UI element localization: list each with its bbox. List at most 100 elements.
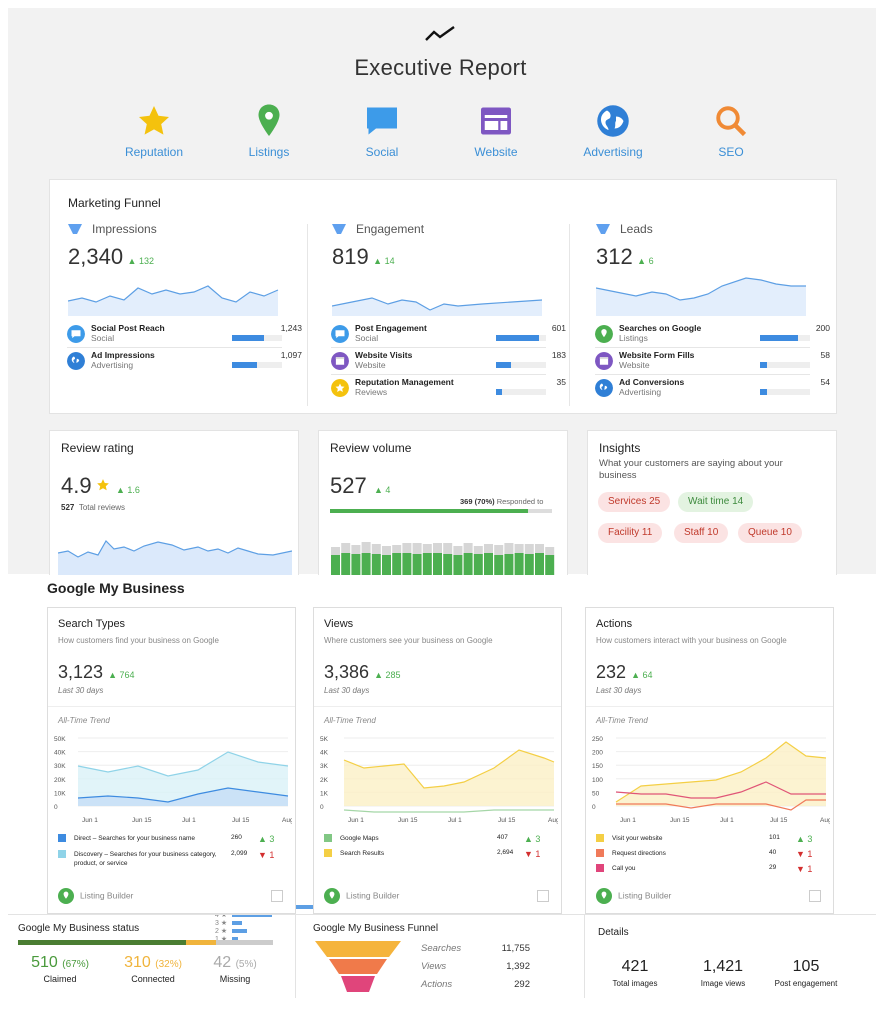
legend-delta-value: 3 xyxy=(535,834,541,844)
funnel-metric-row[interactable]: Ad Impressions Advertising 1,097 xyxy=(67,350,317,376)
missing-stat: 42 (5%) Missing xyxy=(190,954,280,984)
claimed-label: Claimed xyxy=(43,974,77,984)
metric-bar-fill xyxy=(496,389,502,395)
external-link-icon[interactable] xyxy=(537,890,549,902)
gmb-title: Google My Business xyxy=(47,580,185,596)
metric-value: 1,243 xyxy=(280,323,302,333)
gmb-card-delta-value: 64 xyxy=(642,670,653,680)
insight-chip[interactable]: Queue 10 xyxy=(738,523,802,543)
card-title: Insights xyxy=(599,441,641,455)
volume-bar-responded xyxy=(473,554,483,575)
y-tick: 200 xyxy=(592,750,603,757)
x-tick: Jul 1 xyxy=(448,817,462,824)
funnel-metric-row[interactable]: Post Engagement Social 601 xyxy=(331,323,581,349)
funnel-metric-row[interactable]: Social Post Reach Social 1,243 xyxy=(67,323,317,349)
legend-value: 40 xyxy=(769,849,777,856)
nav-reputation[interactable]: Reputation xyxy=(99,103,209,159)
funnel-segment-actions xyxy=(341,976,375,992)
gmb-trend-chart: 250 200 150 100 50 0 Jun 1 Jun 15 Jul 1 Jul 15 Aug… xyxy=(592,736,830,824)
metric-source: Website xyxy=(355,360,386,370)
funnel-metric-row[interactable]: Reputation Management Reviews 35 xyxy=(331,377,581,403)
rating-trend-chart xyxy=(58,540,292,575)
funnel-metric-row[interactable]: Website Visits Website 183 xyxy=(331,350,581,376)
x-tick: Jun 1 xyxy=(348,817,364,824)
star-distribution-bar xyxy=(232,921,242,925)
star-distribution-bar xyxy=(232,913,272,917)
volume-bar-total xyxy=(412,543,422,554)
insight-chip[interactable]: Facility 11 xyxy=(598,523,663,543)
external-link-icon[interactable] xyxy=(271,890,283,902)
listing-builder-link[interactable]: Listing Builder xyxy=(596,888,671,904)
star-glyph-icon: ★ xyxy=(220,920,228,927)
location-pin-icon xyxy=(596,888,612,904)
insight-chip[interactable]: Staff 10 xyxy=(674,523,729,543)
total-reviews-value: 527 xyxy=(61,503,75,512)
legend-delta-value: 1 xyxy=(535,849,541,859)
funnel-label-searches: Searches xyxy=(421,943,462,954)
volume-delta: ▲ 4 xyxy=(374,485,391,495)
star-icon xyxy=(139,106,169,135)
divider xyxy=(295,914,296,998)
listing-builder-link[interactable]: Listing Builder xyxy=(58,888,133,904)
series-line xyxy=(343,749,555,789)
trend-label: All-Time Trend xyxy=(324,716,376,725)
y-tick: 30K xyxy=(54,763,66,770)
funnel-metric-row[interactable]: Ad Conversions Advertising 54 xyxy=(595,377,845,403)
x-tick: Aug 1 xyxy=(548,817,558,824)
connected-value: 310 xyxy=(124,954,151,971)
total-reviews: 527 Total reviews xyxy=(61,503,125,512)
detail-value: 1,421 xyxy=(702,958,744,975)
y-tick: 5K xyxy=(320,736,329,743)
gmb-card-title: Views xyxy=(324,618,354,630)
period-label: Last 30 days xyxy=(58,686,104,695)
funnel-value-searches: 11,755 xyxy=(501,943,530,954)
metric-source: Advertising xyxy=(619,387,662,397)
nav-advertising[interactable]: Advertising xyxy=(558,103,668,159)
responded-pct: (70%) xyxy=(474,497,495,506)
legend-swatch xyxy=(58,850,66,858)
y-tick: 0 xyxy=(320,804,324,811)
y-tick: 1K xyxy=(320,790,329,797)
funnel-segment-searches xyxy=(315,941,401,957)
star-distribution-row: 2 ★ xyxy=(215,927,345,935)
claimed-value: 510 xyxy=(31,954,58,971)
external-link-icon[interactable] xyxy=(809,890,821,902)
volume-bar-responded xyxy=(514,553,524,575)
star-level: 3 xyxy=(215,920,219,927)
metric-label: Ad Conversions xyxy=(619,377,685,387)
magnifier-icon xyxy=(716,106,747,137)
volume-bar-responded xyxy=(504,554,514,575)
nav-listings[interactable]: Listings xyxy=(214,103,324,159)
divider xyxy=(8,914,876,915)
nav-seo[interactable]: SEO xyxy=(676,103,786,159)
legend-value: 407 xyxy=(497,834,508,841)
gmb-card-views: Views Where customers see your business o… xyxy=(313,607,562,914)
globe-icon xyxy=(67,352,85,370)
y-tick: 2K xyxy=(320,777,329,784)
insight-chip[interactable]: Wait time 14 xyxy=(678,492,754,512)
volume-delta-value: 4 xyxy=(385,485,391,495)
gmb-card-actions: Actions How customers interact with your … xyxy=(585,607,834,914)
insights-subtitle: What your customers are saying about you… xyxy=(599,458,783,481)
insight-chip[interactable]: Services 25 xyxy=(598,492,671,512)
funnel-metric-row[interactable]: Website Form Fills Website 58 xyxy=(595,350,845,376)
gmb-card-delta: ▲ 764 xyxy=(108,670,135,680)
volume-bar-total xyxy=(361,542,371,553)
metric-source: Website xyxy=(619,360,650,370)
nav-social[interactable]: Social xyxy=(327,103,437,159)
divider xyxy=(584,914,585,998)
volume-bar-total xyxy=(341,543,351,553)
metric-bar xyxy=(232,335,282,341)
star-icon xyxy=(331,379,349,397)
nav-label: Advertising xyxy=(583,145,643,159)
listing-builder-link[interactable]: Listing Builder xyxy=(324,888,399,904)
volume-bar-total xyxy=(494,545,504,555)
series-line xyxy=(343,809,554,813)
funnel-metric-row[interactable]: Searches on Google Listings 200 xyxy=(595,323,845,349)
legend-swatch xyxy=(596,834,604,842)
divider xyxy=(307,224,308,406)
volume-bar-total xyxy=(351,545,361,554)
connected-segment xyxy=(186,940,216,945)
nav-website[interactable]: Website xyxy=(441,103,551,159)
volume-bar-responded xyxy=(341,553,351,575)
